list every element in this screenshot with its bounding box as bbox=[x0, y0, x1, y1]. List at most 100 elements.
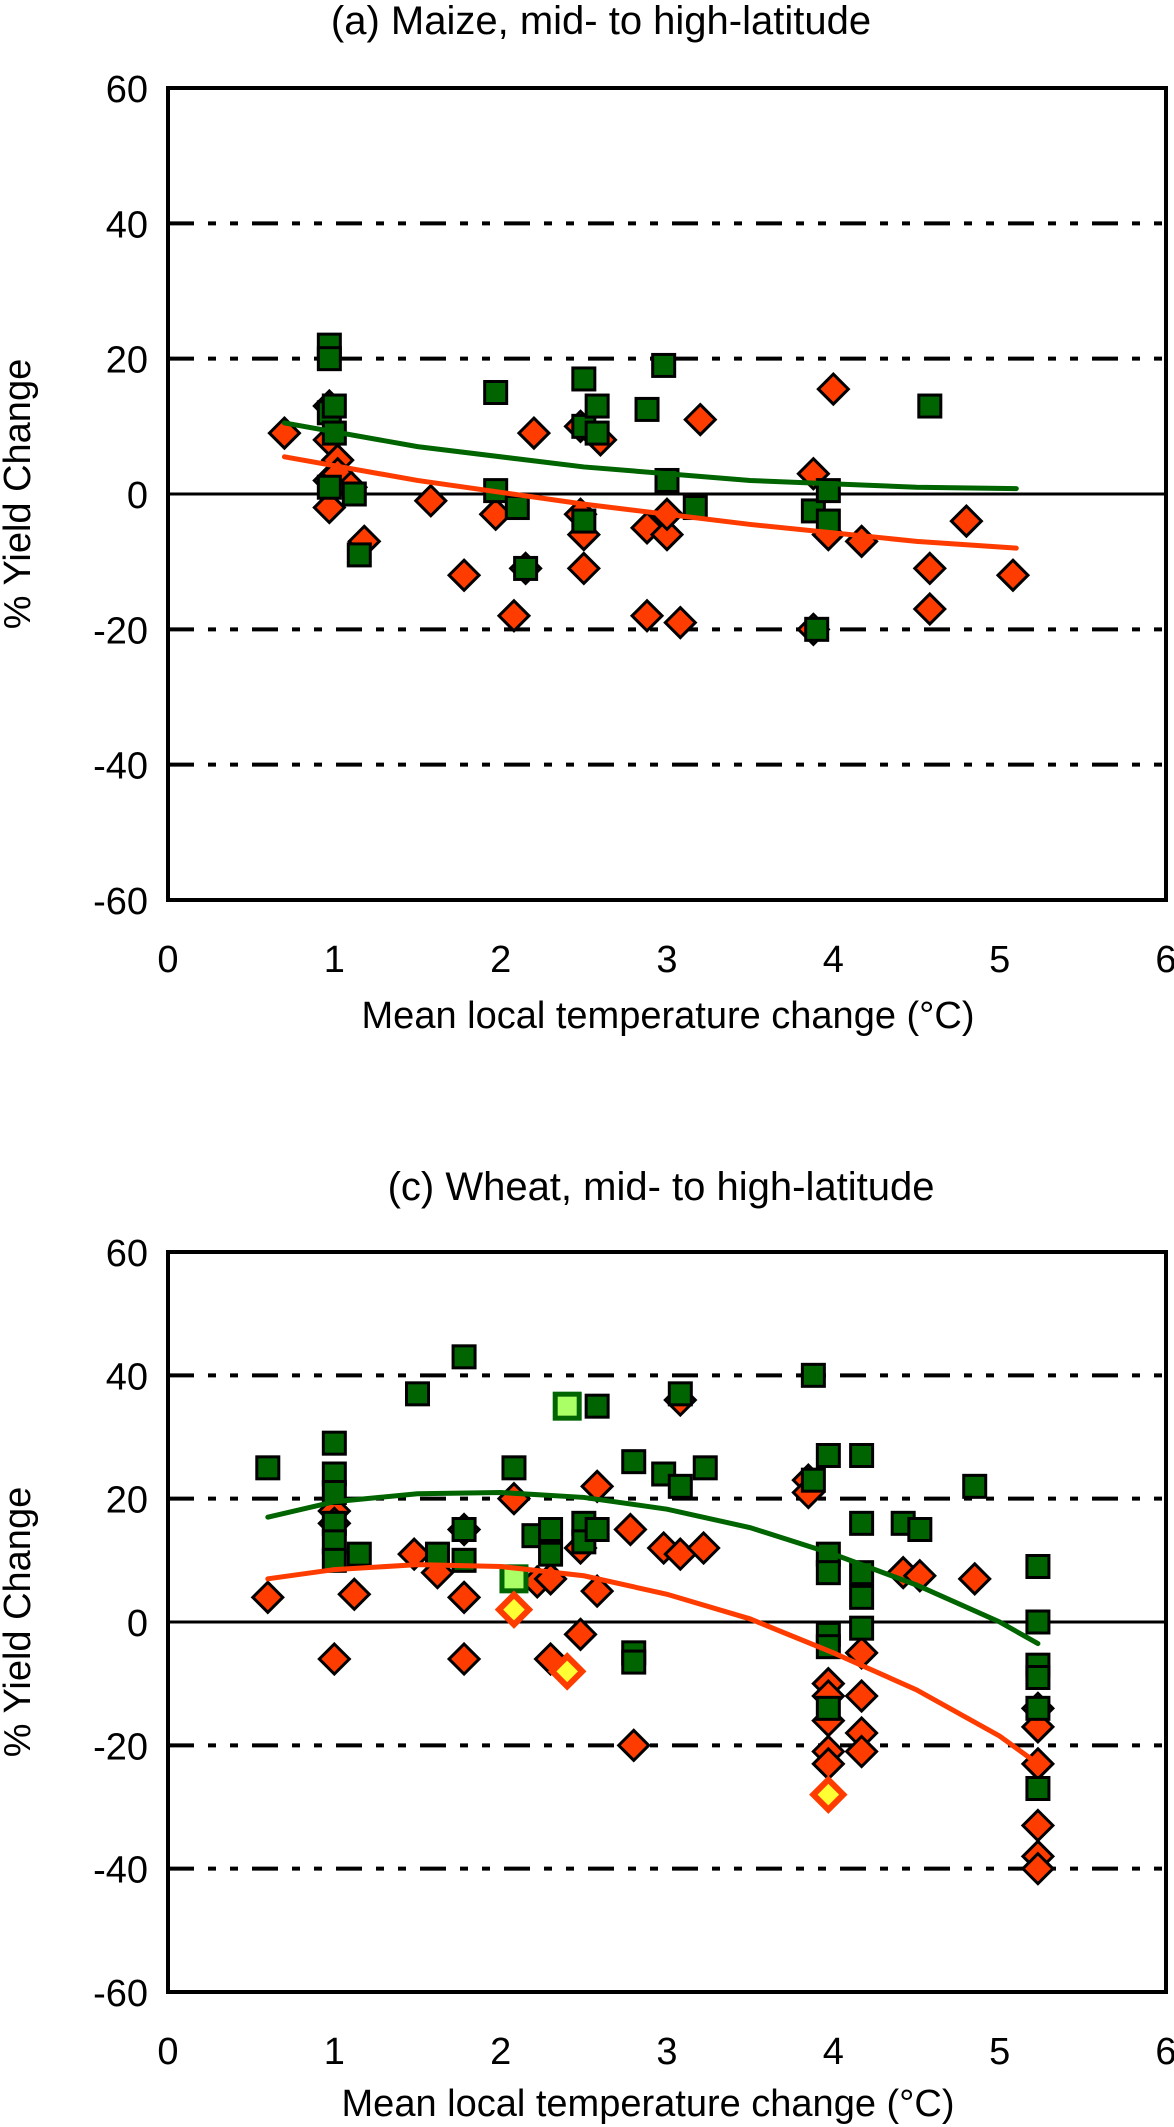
panel-maize: (a) Maize, mid- to high-latitude Mean lo… bbox=[0, 0, 1174, 1037]
y-tick-label: 0 bbox=[127, 475, 148, 517]
diamond-point bbox=[566, 551, 601, 586]
diamond-point bbox=[317, 1641, 352, 1677]
y-tick-label: 60 bbox=[106, 69, 148, 111]
y-tick-label: 40 bbox=[106, 204, 148, 246]
diamond-point bbox=[1020, 1851, 1056, 1886]
diamond-point bbox=[912, 591, 947, 627]
y-axis-label: % Yield Change bbox=[0, 359, 39, 629]
y-tick-label: -20 bbox=[93, 610, 148, 652]
y-tick-label: -60 bbox=[93, 881, 148, 923]
square-point bbox=[1025, 1776, 1051, 1801]
diamond-point bbox=[949, 503, 984, 539]
square-point bbox=[483, 380, 509, 405]
square-point bbox=[255, 1455, 281, 1481]
y-tick-label: 20 bbox=[106, 1480, 148, 1522]
square-point bbox=[815, 1695, 841, 1721]
square-point bbox=[907, 1517, 933, 1542]
square-point bbox=[651, 352, 677, 378]
square-point bbox=[800, 1362, 826, 1388]
diamond-point bbox=[312, 490, 347, 525]
diamond-point bbox=[663, 605, 698, 640]
square-point bbox=[917, 393, 943, 419]
diamond-point bbox=[1020, 1808, 1056, 1843]
square-point bbox=[513, 555, 539, 581]
square-point bbox=[316, 346, 342, 372]
y-tick-label: 0 bbox=[127, 1603, 148, 1645]
square-point bbox=[451, 1344, 477, 1370]
square-point bbox=[584, 1393, 610, 1419]
chart-title: (a) Maize, mid- to high-latitude bbox=[331, 0, 871, 43]
fit-line-no-adaptation bbox=[265, 1562, 1041, 1767]
square-point bbox=[341, 481, 367, 507]
diamond-point bbox=[844, 524, 879, 559]
diamond-point bbox=[686, 1530, 721, 1566]
square-point bbox=[667, 1381, 693, 1407]
x-tick-label: 1 bbox=[324, 939, 345, 981]
diamond-point bbox=[516, 415, 552, 451]
square-point bbox=[1025, 1554, 1051, 1579]
square-point bbox=[849, 1584, 875, 1610]
diamond-point bbox=[995, 558, 1031, 593]
y-tick-label: -20 bbox=[93, 1726, 148, 1768]
square-point bbox=[815, 1560, 841, 1586]
square-point bbox=[634, 396, 660, 422]
y-tick-label: 60 bbox=[106, 1233, 148, 1275]
diamond-point bbox=[629, 598, 665, 633]
square-point bbox=[571, 508, 597, 534]
square-point bbox=[584, 393, 610, 419]
diamond-point bbox=[816, 371, 851, 407]
diamond-point bbox=[844, 1678, 879, 1714]
square-point bbox=[849, 1443, 875, 1468]
highlight-square-point bbox=[552, 1391, 582, 1421]
square-point bbox=[667, 1473, 693, 1499]
square-point bbox=[501, 1455, 527, 1481]
diamond-point bbox=[413, 483, 448, 518]
square-point bbox=[584, 420, 610, 446]
diamond-point bbox=[563, 1617, 598, 1652]
square-point bbox=[321, 393, 347, 419]
y-tick-label: 20 bbox=[106, 340, 148, 382]
square-point bbox=[1025, 1609, 1051, 1635]
square-point bbox=[504, 495, 530, 521]
square-point bbox=[451, 1517, 477, 1542]
square-point bbox=[321, 1430, 347, 1456]
diamond-point bbox=[580, 1574, 615, 1609]
square-point bbox=[621, 1449, 647, 1475]
square-point bbox=[815, 1443, 841, 1468]
x-tick-label: 3 bbox=[656, 2031, 677, 2073]
x-tick-label: 5 bbox=[989, 939, 1010, 981]
fit-line-no-adaptation bbox=[281, 454, 1019, 551]
x-axis-label: Mean local temperature change (°C) bbox=[362, 995, 975, 1037]
square-point bbox=[1025, 1695, 1051, 1721]
square-point bbox=[584, 1517, 610, 1542]
diamond-point bbox=[446, 1580, 482, 1615]
diamond-point bbox=[616, 1728, 651, 1763]
square-point bbox=[316, 474, 342, 500]
x-tick-label: 6 bbox=[1155, 939, 1174, 981]
x-tick-label: 2 bbox=[490, 939, 511, 981]
square-point bbox=[346, 542, 372, 568]
diamond-point bbox=[337, 1577, 372, 1612]
fit-line-adaptation bbox=[281, 420, 1019, 492]
x-tick-label: 2 bbox=[490, 2031, 511, 2073]
diamond-point bbox=[649, 517, 685, 552]
square-point bbox=[621, 1649, 647, 1675]
square-point bbox=[1025, 1665, 1051, 1690]
square-point bbox=[962, 1473, 988, 1499]
square-point bbox=[538, 1541, 564, 1567]
diamond-point bbox=[496, 1481, 532, 1516]
diamond-point bbox=[250, 1580, 285, 1615]
y-tick-label: 40 bbox=[106, 1356, 148, 1398]
diamond-point bbox=[446, 1641, 482, 1677]
x-tick-label: 6 bbox=[1155, 2031, 1174, 2073]
fit-line-adaptation bbox=[265, 1489, 1041, 1647]
diamond-point bbox=[397, 1537, 432, 1572]
diamond-point bbox=[496, 598, 532, 633]
square-point bbox=[815, 508, 841, 534]
y-tick-label: -40 bbox=[93, 746, 148, 788]
square-point bbox=[692, 1455, 718, 1481]
y-tick-label: -40 bbox=[93, 1850, 148, 1892]
x-tick-label: 4 bbox=[823, 939, 844, 981]
panel-wheat: (c) Wheat, mid- to high-latitude Mean lo… bbox=[0, 1165, 1174, 2125]
